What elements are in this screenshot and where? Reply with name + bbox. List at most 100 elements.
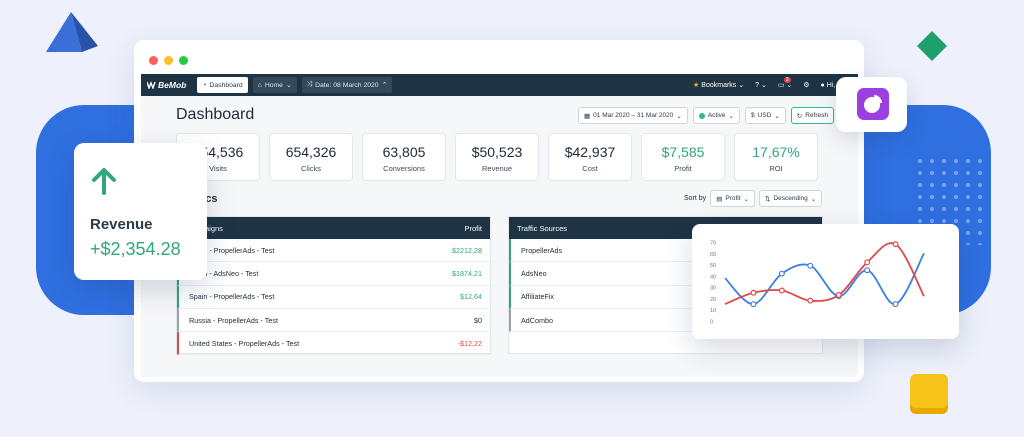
sort-field-select[interactable]: ▤ Profit ⌄ — [710, 190, 755, 207]
row-name: AdsNeo — [521, 268, 547, 278]
row-name: Spain - AdsNeo - Test — [189, 268, 259, 278]
data-point — [807, 297, 814, 304]
green-diamond-decor — [917, 31, 947, 61]
table-row[interactable]: Spain - AdsNeo - Test $1874,21 — [177, 262, 490, 286]
top-navbar: BeMob ◔ Dashboard ⌂ Home ⌄ ⤨ Date: 08 Ma… — [141, 74, 858, 96]
sort-controls: Sort by ▤ Profit ⌄ ⇅ Descending ⌄ — [684, 190, 823, 207]
tab-label: Dashboard — [209, 81, 243, 89]
stat-label: Profit — [674, 164, 692, 173]
table-row[interactable]: Russia - PropellerAds - Test $0 — [177, 308, 490, 333]
money-icon: ▤ — [716, 195, 723, 203]
row-value: -$12,22 — [457, 338, 482, 348]
y-tick-label: 60 — [710, 252, 716, 258]
stat-value: $50,523 — [471, 144, 523, 160]
tab-label: Date: 08 March 2020 — [315, 81, 379, 89]
bookmarks-label: Bookmarks — [701, 82, 737, 89]
home-icon: ⌂ — [257, 81, 262, 89]
stat-value: 63,805 — [382, 144, 426, 160]
pie-chart-card — [836, 77, 907, 132]
table-row[interactable]: AdCombo — [509, 308, 822, 333]
row-name: United States - PropellerAds - Test — [189, 338, 300, 348]
table-row[interactable]: AffiliateFix — [509, 285, 822, 309]
logo-text: BeMob — [158, 80, 187, 90]
campaigns-table: CampaignsProfit Spain - PropellerAds - T… — [176, 216, 491, 356]
row-name: Russia - PropellerAds - Test — [189, 315, 278, 325]
tab-dashboard[interactable]: ◔ Dashboard — [197, 77, 248, 93]
stat-card-conversions: 63,805 Conversions — [362, 133, 446, 181]
shuffle-icon: ⤨ — [306, 81, 313, 88]
stat-card-clicks: 654,326 Clicks — [269, 133, 353, 181]
data-point — [892, 241, 899, 248]
row-name: AffiliateFix — [521, 292, 555, 302]
currency-select[interactable]: $ USD ⌄ — [744, 107, 786, 124]
sort-icon: ⇅ — [764, 195, 771, 203]
table-row[interactable]: AdsNeo — [509, 262, 822, 286]
y-tick-label: 50 — [710, 263, 716, 269]
chevron-down-icon: ⌄ — [810, 195, 817, 203]
tab-home[interactable]: ⌂ Home ⌄ — [252, 77, 297, 93]
sort-order-value: Descending — [773, 195, 808, 202]
y-tick-label: 20 — [710, 297, 716, 303]
maximize-dot[interactable] — [179, 56, 188, 65]
refresh-button[interactable]: ↻ Refresh — [790, 107, 835, 124]
stat-value: 654,326 — [285, 144, 337, 160]
stat-label: Cost — [582, 164, 598, 173]
data-point — [864, 267, 871, 274]
close-dot[interactable] — [149, 56, 158, 65]
chevron-down-icon: ⌄ — [728, 112, 734, 120]
notification-badge: 2 — [783, 77, 791, 83]
row-name: Spain - PropellerAds - Test — [189, 292, 275, 302]
table-row[interactable]: PropellerAds — [509, 239, 822, 263]
arrow-up-icon — [92, 168, 116, 195]
row-name: AdCombo — [521, 315, 553, 325]
tab-date[interactable]: ⤨ Date: 08 March 2020 ⌃ — [301, 77, 393, 93]
table-row[interactable]: United States - PropellerAds - Test -$12,… — [177, 332, 490, 356]
blue-pyramid-decor — [46, 12, 98, 52]
yellow-cube-decor — [910, 374, 948, 414]
row-value: $12,64 — [460, 292, 482, 302]
y-tick-label: 30 — [710, 286, 716, 292]
data-point — [835, 292, 842, 299]
logo[interactable]: BeMob — [147, 80, 186, 90]
status-filter[interactable]: Active ⌄ — [692, 107, 740, 124]
y-tick-label: 10 — [710, 308, 716, 314]
table-header: CampaignsProfit — [177, 217, 490, 239]
stat-label: Visits — [209, 164, 227, 173]
y-tick-label: 40 — [710, 274, 716, 280]
bookmarks-menu[interactable]: ★ Bookmarks ⌄ — [693, 82, 745, 89]
stat-label: Clicks — [301, 164, 321, 173]
date-range-value: 01 Mar 2020 – 31 Mar 2020 — [593, 112, 674, 119]
table-row[interactable]: Spain - PropellerAds - Test $12,64 — [177, 285, 490, 309]
gear-icon[interactable]: ⚙ — [803, 82, 810, 89]
stat-label: Revenue — [481, 164, 513, 173]
dollar-icon: $ — [750, 112, 755, 119]
line-chart-card: 70 60 50 40 30 20 10 0 — [692, 224, 959, 339]
calendar-icon: ▦ — [584, 112, 591, 120]
stat-label: Conversions — [383, 164, 425, 173]
status-value: Active — [707, 112, 726, 119]
table-row[interactable]: Spain - PropellerAds - Test $2212,28 — [177, 239, 490, 263]
data-point — [892, 301, 899, 308]
help-icon[interactable]: ? ⌄ — [755, 82, 767, 89]
stat-label: ROI — [769, 164, 783, 173]
sort-field-value: Profit — [725, 195, 741, 202]
page-title: Dashboard — [176, 106, 255, 123]
sort-label: Sort by — [684, 195, 707, 202]
stat-value: $7,585 — [661, 144, 705, 160]
user-icon: ● — [820, 81, 825, 89]
minimize-dot[interactable] — [164, 56, 173, 65]
column-header: Traffic Sources — [517, 223, 568, 233]
stat-card-revenue: $50,523 Revenue — [455, 133, 539, 181]
app-content: BeMob ◔ Dashboard ⌂ Home ⌄ ⤨ Date: 08 Ma… — [141, 74, 858, 377]
gauge-icon: ◔ — [202, 81, 207, 89]
notifications-icon[interactable]: ▭ 2 ⌄ — [777, 77, 793, 89]
sort-order-select[interactable]: ⇅ Descending ⌄ — [758, 190, 823, 207]
revenue-card-value: +$2,354.28 — [90, 239, 181, 259]
data-point — [778, 287, 785, 294]
date-range-picker[interactable]: ▦ 01 Mar 2020 – 31 Mar 2020 ⌄ — [578, 107, 688, 124]
stat-card-profit: $7,585 Profit — [641, 133, 725, 181]
chevron-down-icon: ⌄ — [676, 112, 682, 120]
row-value: $0 — [474, 315, 482, 325]
stat-card-roi: 17,67% ROI — [734, 133, 818, 181]
active-dot-icon — [698, 112, 705, 119]
